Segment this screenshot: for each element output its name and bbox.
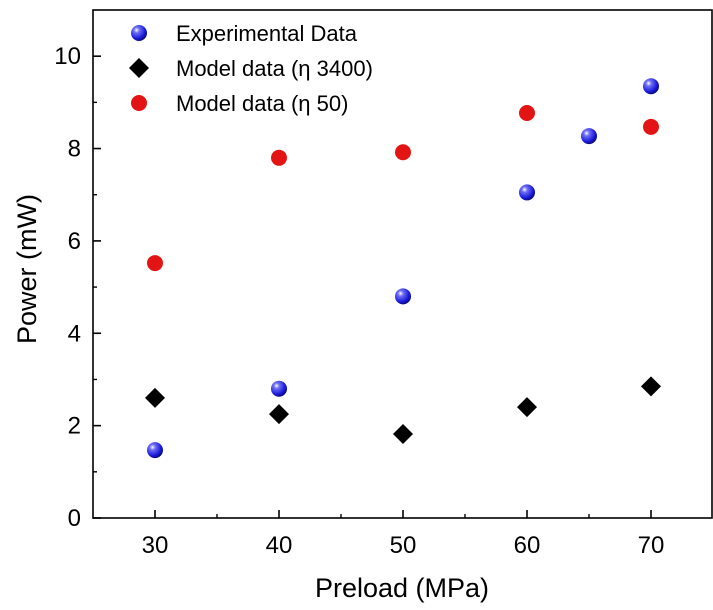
- series-1: [147, 78, 659, 459]
- data-point: [519, 184, 535, 201]
- series-3: [147, 104, 659, 272]
- legend-label: Model data (η 3400): [176, 56, 373, 81]
- legend-label: Model data (η 50): [176, 91, 348, 116]
- y-tick-label: 6: [68, 228, 81, 255]
- y-tick-label: 8: [68, 136, 81, 163]
- data-point: [395, 144, 411, 161]
- data-point: [271, 149, 287, 166]
- x-axis-label: Preload (MPa): [315, 573, 489, 603]
- legend-marker: [131, 95, 147, 111]
- data-point: [395, 288, 411, 305]
- y-tick-label: 10: [54, 43, 81, 70]
- legend-marker: [129, 58, 149, 78]
- series-layer: [145, 78, 661, 459]
- data-point: [147, 442, 163, 459]
- data-point: [517, 397, 537, 418]
- x-axis-ticks: 30 40 50 60 70: [142, 510, 665, 559]
- x-tick-label: 70: [638, 532, 665, 559]
- series-2: [145, 376, 661, 444]
- data-point: [643, 78, 659, 95]
- legend-marker: [131, 25, 147, 41]
- legend: Experimental Data Model data (η 3400) Mode…: [129, 21, 373, 116]
- x-tick-label: 50: [390, 532, 417, 559]
- data-point: [147, 255, 163, 272]
- y-axis-ticks: 0 2 4 6 8 10: [54, 43, 101, 532]
- data-point: [519, 104, 535, 121]
- x-tick-label: 30: [142, 532, 169, 559]
- legend-label: Experimental Data: [176, 21, 358, 46]
- data-point: [145, 387, 165, 408]
- y-axis-label: Power (mW): [12, 194, 42, 344]
- x-tick-label: 60: [514, 532, 541, 559]
- data-point: [643, 118, 659, 135]
- x-tick-label: 40: [266, 532, 293, 559]
- y-tick-label: 2: [68, 413, 81, 440]
- data-point: [393, 423, 413, 444]
- y-tick-label: 4: [68, 320, 81, 347]
- data-point: [581, 128, 597, 145]
- y-tick-label: 0: [68, 505, 81, 532]
- data-point: [641, 376, 661, 397]
- data-point: [271, 380, 287, 397]
- data-point: [269, 404, 289, 425]
